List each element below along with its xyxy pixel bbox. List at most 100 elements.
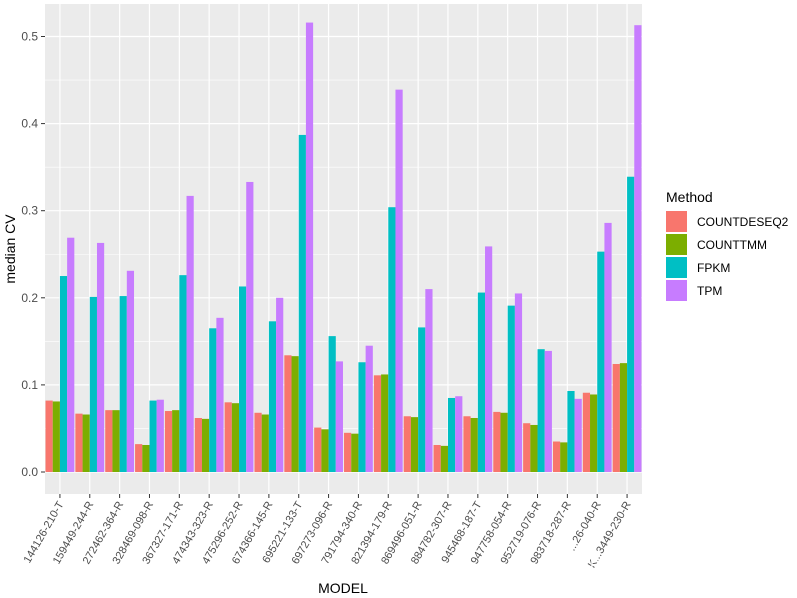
bar <box>403 416 411 472</box>
bar <box>186 195 194 472</box>
bar <box>493 411 501 472</box>
y-tick-label: 0.2 <box>21 291 38 305</box>
legend: Method COUNTDESEQ2 COUNTTMM FPKM TPM <box>666 189 789 301</box>
bar <box>179 275 187 472</box>
bar <box>82 414 90 472</box>
bar <box>381 374 389 472</box>
bar <box>537 349 545 472</box>
bar <box>574 398 582 472</box>
bar <box>335 361 343 472</box>
bar <box>126 270 135 472</box>
bar <box>560 442 568 472</box>
legend-label: FPKM <box>697 261 730 275</box>
bar <box>254 412 262 472</box>
bar <box>67 237 75 472</box>
bar <box>418 327 426 472</box>
bar <box>351 433 359 472</box>
bar <box>52 401 60 472</box>
bar <box>149 400 157 472</box>
bar <box>552 441 561 472</box>
bar <box>261 414 269 472</box>
bar <box>96 242 105 472</box>
bar <box>440 445 448 472</box>
bar <box>530 424 538 472</box>
bar <box>172 410 180 472</box>
y-tick-label: 0.5 <box>21 30 38 44</box>
legend-label: COUNTTMM <box>697 238 767 252</box>
bar <box>634 25 642 472</box>
bar <box>500 412 508 472</box>
bar <box>119 296 127 472</box>
bar <box>59 276 68 472</box>
bars <box>45 22 642 473</box>
bar <box>268 321 277 472</box>
y-axis-title: median CV <box>2 214 18 284</box>
bar <box>395 89 403 473</box>
bar <box>455 396 463 472</box>
legend-label: COUNTDESEQ2 <box>697 215 789 229</box>
bar <box>627 176 635 472</box>
bar <box>470 417 478 472</box>
bar <box>298 134 306 472</box>
bar <box>604 222 612 472</box>
bar <box>156 399 164 472</box>
bar <box>410 417 419 472</box>
bar <box>507 305 515 472</box>
bar <box>485 246 493 472</box>
bar <box>358 362 366 472</box>
bar <box>373 375 382 472</box>
bar <box>314 427 322 472</box>
y-tick-label: 0.0 <box>21 465 38 479</box>
bar <box>365 345 373 472</box>
bar <box>544 350 552 472</box>
legend-label: TPM <box>697 284 722 298</box>
bar <box>135 444 143 472</box>
bar <box>305 22 314 473</box>
watermark: Biomamba 生信基地 <box>570 557 726 574</box>
bar <box>477 292 486 472</box>
bar <box>291 356 299 472</box>
bar <box>239 286 247 472</box>
bar <box>216 317 224 472</box>
bar <box>612 363 620 472</box>
bar <box>201 418 210 472</box>
legend-key <box>666 234 687 255</box>
bar <box>75 413 83 472</box>
y-tick-label: 0.3 <box>21 204 38 218</box>
bar <box>45 400 53 472</box>
y-axis-ticks: 0.0 0.1 0.2 0.3 0.4 0.5 <box>21 30 45 479</box>
bar <box>112 410 120 472</box>
bar <box>514 293 523 472</box>
bar <box>284 355 292 472</box>
bar <box>89 296 97 472</box>
bar <box>246 181 254 472</box>
bar <box>567 390 575 472</box>
legend-key <box>666 257 687 278</box>
bar <box>463 416 471 472</box>
bar <box>597 251 605 472</box>
bar <box>447 397 456 472</box>
y-tick-label: 0.1 <box>21 378 38 392</box>
bar <box>209 328 217 472</box>
bar <box>590 394 598 472</box>
bar <box>194 417 202 472</box>
bar <box>425 289 433 472</box>
plot-panel <box>45 4 642 494</box>
y-tick-label: 0.4 <box>21 117 38 131</box>
bar <box>328 336 336 472</box>
bar <box>164 411 173 472</box>
bar <box>582 392 591 472</box>
x-axis-title: MODEL <box>318 580 368 596</box>
x-axis-ticks: 144126-210-T159449-244-R272462-364-R3284… <box>22 494 634 570</box>
legend-key <box>666 280 687 301</box>
bar <box>321 429 329 472</box>
bar <box>231 403 240 472</box>
watermark-logo-icon <box>570 557 586 573</box>
bar <box>224 402 232 472</box>
bar <box>344 432 352 472</box>
legend-title: Method <box>666 189 713 205</box>
bar <box>388 207 396 472</box>
watermark-text: Biomamba 生信基地 <box>590 557 726 574</box>
bar <box>105 410 113 472</box>
